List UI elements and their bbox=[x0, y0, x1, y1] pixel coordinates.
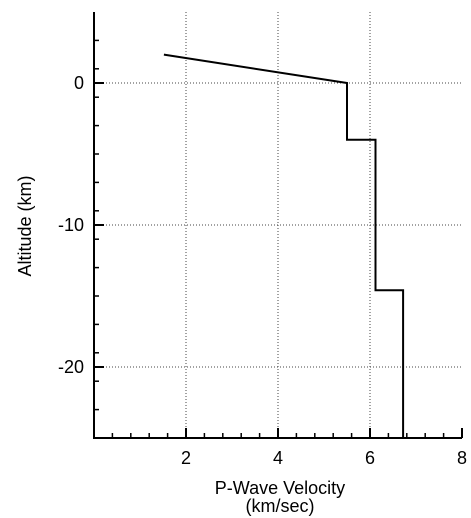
x-axis-label: P-Wave Velocity bbox=[215, 478, 345, 498]
y-tick-labels: 0 -10 -20 bbox=[58, 73, 84, 377]
x-tick-label: 4 bbox=[273, 448, 283, 468]
y-tick-label: 0 bbox=[74, 73, 84, 93]
x-tick-labels: 2 4 6 8 bbox=[181, 448, 467, 468]
x-axis-label-units: (km/sec) bbox=[246, 496, 315, 516]
series-layer bbox=[163, 53, 405, 438]
x-tick-label: 6 bbox=[365, 448, 375, 468]
x-tick-label: 2 bbox=[181, 448, 191, 468]
y-axis-label: Altitude (km) bbox=[15, 175, 35, 276]
velocity-profile-line bbox=[163, 53, 405, 438]
y-tick-label: -10 bbox=[58, 215, 84, 235]
x-tick-label: 8 bbox=[457, 448, 467, 468]
y-tick-label: -20 bbox=[58, 357, 84, 377]
grid-lines bbox=[94, 12, 462, 438]
ticks bbox=[94, 39, 463, 438]
